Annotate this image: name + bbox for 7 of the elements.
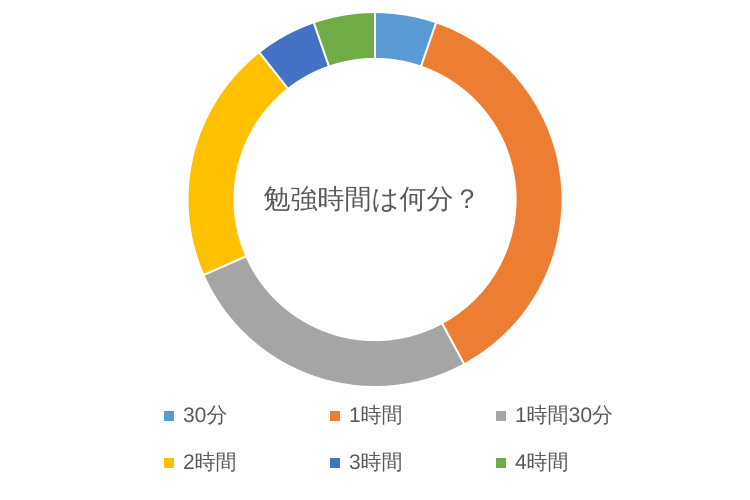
legend-label: 1時間30分 <box>515 404 614 427</box>
legend-label: 3時間 <box>349 451 403 474</box>
legend-label: 30分 <box>183 404 228 427</box>
legend-label: 2時間 <box>183 451 237 474</box>
legend-label: 1時間 <box>349 404 403 427</box>
legend-label: 4時間 <box>515 451 569 474</box>
text: 勉強時間は何分？ <box>264 184 480 214</box>
